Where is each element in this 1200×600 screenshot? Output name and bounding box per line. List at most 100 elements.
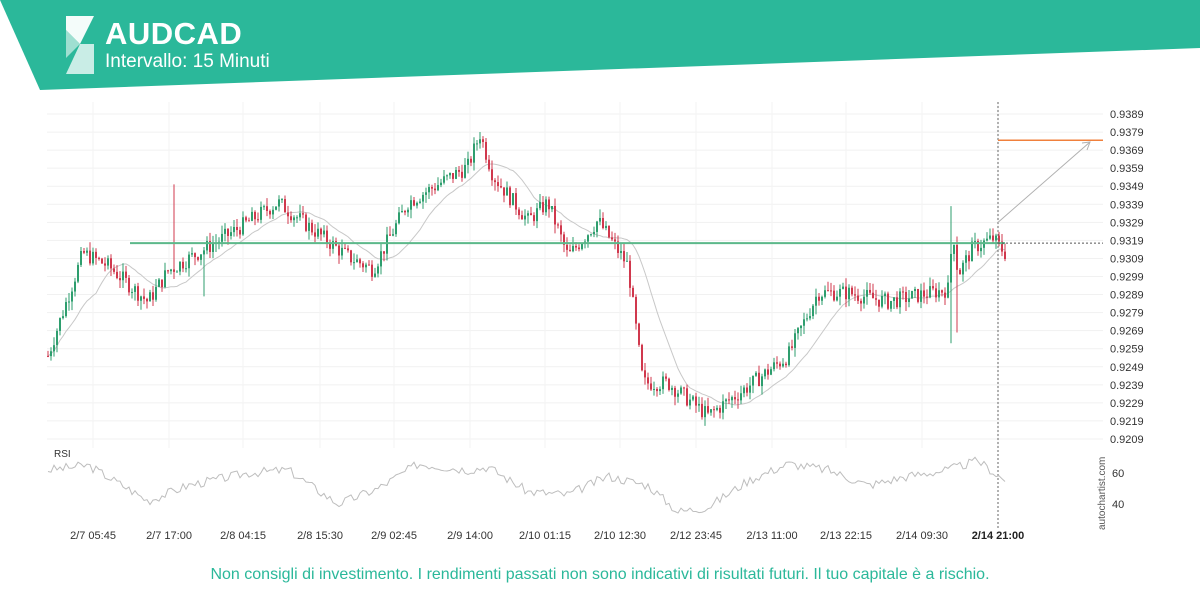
candle-body bbox=[470, 158, 472, 163]
candle bbox=[956, 236, 958, 333]
candle bbox=[767, 363, 769, 380]
candle bbox=[146, 297, 148, 309]
candle-body bbox=[338, 245, 340, 256]
candle-body bbox=[89, 250, 91, 264]
candle-body bbox=[701, 403, 703, 418]
candle-body bbox=[761, 376, 763, 387]
candle-body bbox=[662, 376, 664, 390]
candle bbox=[857, 288, 859, 304]
candle bbox=[860, 298, 862, 312]
candle-body bbox=[923, 290, 925, 297]
candle bbox=[578, 244, 580, 252]
candle bbox=[143, 288, 145, 305]
candle bbox=[995, 233, 997, 249]
candle bbox=[347, 245, 349, 253]
candle bbox=[896, 291, 898, 310]
candle-body bbox=[809, 316, 811, 319]
candle-body bbox=[578, 247, 580, 250]
candle bbox=[974, 232, 976, 249]
candle-body bbox=[233, 227, 235, 233]
candle-body bbox=[551, 206, 553, 210]
forecast-arrow-line bbox=[997, 141, 1091, 223]
candle bbox=[881, 290, 883, 309]
candle bbox=[53, 337, 55, 357]
candle-body bbox=[572, 245, 574, 252]
y-tick-label: 0.9349 bbox=[1110, 181, 1144, 193]
candle bbox=[251, 207, 253, 222]
candle bbox=[476, 139, 478, 151]
candle bbox=[104, 257, 106, 272]
candle bbox=[599, 209, 601, 226]
candle-body bbox=[962, 262, 964, 275]
candle-body bbox=[536, 208, 538, 222]
candle bbox=[620, 242, 622, 260]
candle-body bbox=[848, 287, 850, 300]
candle-body bbox=[431, 187, 433, 189]
candle-body bbox=[224, 228, 226, 234]
candle-body bbox=[992, 235, 994, 241]
header-banner-shape bbox=[0, 0, 1200, 90]
candle bbox=[278, 195, 280, 212]
candle-body bbox=[377, 266, 379, 274]
candle bbox=[548, 196, 550, 218]
candle bbox=[701, 397, 703, 420]
candle-body bbox=[479, 139, 481, 144]
candle-body bbox=[659, 389, 661, 392]
candle bbox=[233, 219, 235, 237]
candle-body bbox=[407, 209, 409, 213]
candle-body bbox=[545, 199, 547, 213]
candle bbox=[362, 261, 364, 273]
candle-body bbox=[803, 319, 805, 326]
candle-body bbox=[311, 222, 313, 233]
candle-body bbox=[557, 224, 559, 226]
candle bbox=[440, 178, 442, 188]
candle-body bbox=[857, 295, 859, 301]
candle bbox=[830, 282, 832, 297]
x-tick-label: 2/13 22:15 bbox=[820, 530, 872, 542]
candle-body bbox=[440, 182, 442, 186]
candle-body bbox=[710, 409, 712, 413]
candle bbox=[434, 183, 436, 195]
candle-body bbox=[947, 282, 949, 298]
candle bbox=[542, 196, 544, 215]
x-tick-label: 2/14 09:30 bbox=[896, 530, 948, 542]
candle bbox=[428, 183, 430, 199]
candle bbox=[875, 289, 877, 306]
candle-body bbox=[344, 247, 346, 249]
candle-body bbox=[872, 292, 874, 299]
candle-body bbox=[368, 264, 370, 266]
y-tick-label: 0.9249 bbox=[1110, 362, 1144, 374]
candle bbox=[686, 384, 688, 407]
candle bbox=[671, 385, 673, 396]
candle bbox=[911, 290, 913, 299]
candle-body bbox=[341, 247, 343, 256]
candle-body bbox=[188, 254, 190, 269]
ma-path bbox=[47, 163, 1006, 406]
candle-body bbox=[503, 187, 505, 196]
candle bbox=[833, 285, 835, 302]
candle bbox=[638, 322, 640, 347]
candle-body bbox=[866, 289, 868, 297]
candle bbox=[413, 196, 415, 207]
candle-body bbox=[929, 286, 931, 298]
candle-body bbox=[605, 225, 607, 229]
candle bbox=[419, 198, 421, 204]
candle bbox=[398, 206, 400, 225]
candle bbox=[353, 253, 355, 270]
candle-body bbox=[839, 288, 841, 297]
candle bbox=[845, 278, 847, 308]
candle bbox=[374, 267, 376, 278]
candle bbox=[248, 217, 250, 222]
watermark-text: autochartist.com bbox=[1097, 456, 1108, 530]
candle-body bbox=[938, 290, 940, 298]
candle bbox=[191, 247, 193, 257]
candle-body bbox=[515, 193, 517, 210]
candle-body bbox=[128, 277, 130, 293]
candle-body bbox=[653, 388, 655, 390]
candle-body bbox=[953, 244, 955, 254]
candle-body bbox=[881, 296, 883, 307]
candle-body bbox=[278, 199, 280, 207]
candle bbox=[782, 358, 784, 368]
candle bbox=[527, 210, 529, 224]
candle bbox=[602, 212, 604, 230]
